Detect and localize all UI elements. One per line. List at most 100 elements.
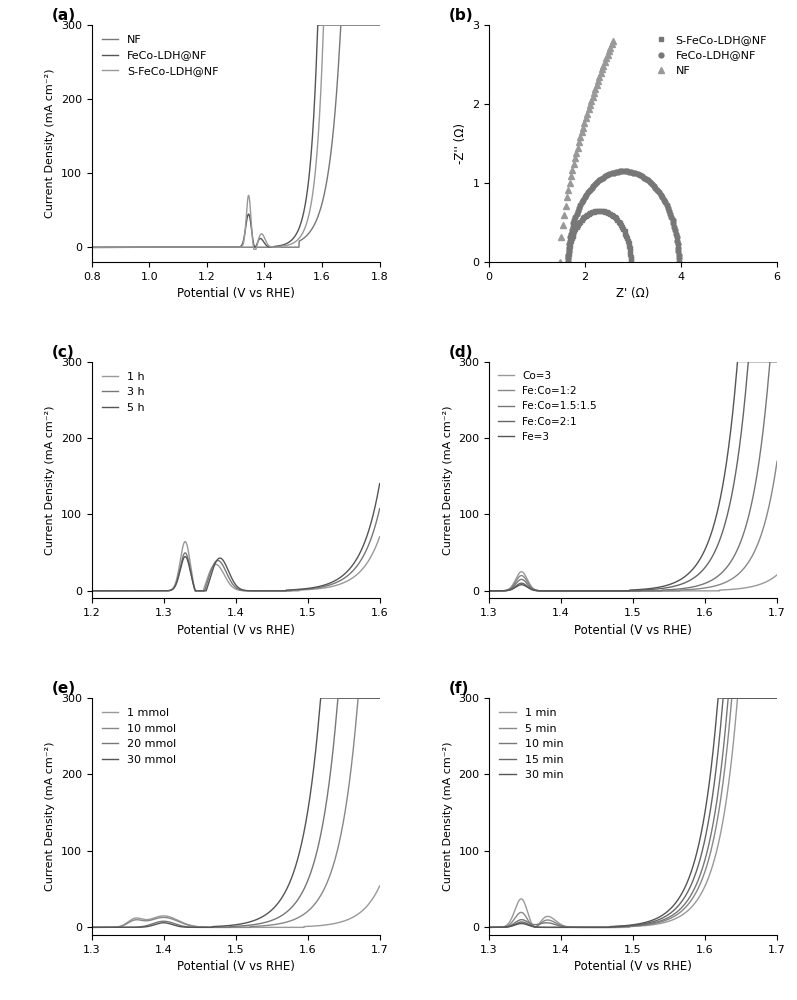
Fe:Co=2:1: [767, 356, 776, 368]
15 min: [772, 692, 782, 704]
20 mmol: [333, 692, 343, 704]
15 min: [736, 692, 745, 704]
10 min: [534, 918, 544, 930]
Fe=3: [595, 585, 604, 597]
10 mmol: [369, 692, 379, 704]
1 min: [736, 692, 745, 704]
FeCo-LDH@NF: [674, 256, 684, 268]
10 min: [772, 692, 782, 704]
Fe:Co=1.5:1.5: [736, 536, 745, 548]
Text: (f): (f): [449, 681, 469, 696]
S-FeCo-LDH@NF: [575, 216, 585, 228]
10 mmol: [375, 692, 384, 704]
NF: [592, 79, 602, 91]
10 min: [607, 921, 617, 933]
FeCo-LDH@NF: [650, 182, 660, 194]
X-axis label: Potential (V vs RHE): Potential (V vs RHE): [574, 960, 692, 973]
1 mmol: [375, 880, 384, 892]
10 mmol: [120, 919, 129, 931]
Fe:Co=1.5:1.5: [767, 356, 776, 368]
NF: [561, 200, 571, 212]
1 min: [767, 692, 776, 704]
Y-axis label: Current Density (mA cm⁻²): Current Density (mA cm⁻²): [45, 742, 55, 891]
30 mmol: [369, 692, 379, 704]
30 mmol: [316, 692, 325, 704]
Line: Fe:Co=2:1: Fe:Co=2:1: [489, 362, 777, 591]
1 mmol: [210, 921, 219, 933]
Y-axis label: -Z'' (Ω): -Z'' (Ω): [453, 123, 467, 164]
NF: [575, 131, 585, 143]
15 min: [718, 692, 728, 704]
Y-axis label: Current Density (mA cm⁻²): Current Density (mA cm⁻²): [45, 69, 55, 218]
30 min: [595, 921, 604, 933]
NF: [589, 87, 599, 99]
10 mmol: [338, 817, 347, 829]
NF: [600, 56, 610, 68]
20 mmol: [375, 692, 384, 704]
1 min: [732, 692, 742, 704]
Fe:Co=2:1: [485, 585, 494, 597]
1 h: [190, 585, 200, 597]
Legend: S-FeCo-LDH@NF, FeCo-LDH@NF, NF: S-FeCo-LDH@NF, FeCo-LDH@NF, NF: [651, 31, 771, 81]
Fe:Co=1:2: [675, 585, 685, 597]
NF: [565, 177, 575, 189]
S-FeCo-LDH@NF: [120, 241, 129, 253]
10 min: [595, 921, 604, 933]
20 mmol: [210, 921, 219, 933]
15 min: [595, 921, 604, 933]
S-FeCo-LDH@NF: [319, 19, 328, 31]
Fe:Co=1.5:1.5: [485, 585, 494, 597]
Line: 5 min: 5 min: [489, 698, 777, 927]
30 min: [772, 692, 782, 704]
FeCo-LDH@NF: [637, 170, 646, 182]
Co=3: [607, 585, 617, 597]
10 mmol: [137, 914, 147, 926]
Legend: 1 h, 3 h, 5 h: 1 h, 3 h, 5 h: [97, 367, 149, 417]
15 min: [767, 692, 776, 704]
1 h: [338, 577, 347, 589]
NF: [602, 52, 611, 64]
Fe:Co=1:2: [595, 585, 604, 597]
FeCo-LDH@NF: [313, 19, 323, 31]
Line: 1 mmol: 1 mmol: [92, 886, 379, 927]
5 h: [338, 569, 347, 581]
Fe:Co=1.5:1.5: [534, 585, 544, 597]
Line: S-FeCo-LDH@NF: S-FeCo-LDH@NF: [92, 25, 379, 249]
FeCo-LDH@NF: [671, 228, 681, 240]
30 min: [767, 692, 776, 704]
30 mmol: [210, 921, 219, 933]
NF: [573, 142, 583, 154]
Fe:Co=1:2: [772, 455, 782, 467]
1 h: [120, 585, 129, 597]
1 h: [375, 531, 384, 543]
Text: (b): (b): [449, 8, 473, 23]
Line: 30 min: 30 min: [489, 698, 777, 927]
1 mmol: [299, 921, 308, 933]
S-FeCo-LDH@NF: [137, 241, 147, 253]
S-FeCo-LDH@NF: [578, 212, 587, 224]
5 min: [607, 921, 617, 933]
Legend: 1 min, 5 min, 10 min, 15 min, 30 min: 1 min, 5 min, 10 min, 15 min, 30 min: [495, 704, 567, 785]
1 mmol: [120, 918, 129, 930]
NF: [336, 19, 346, 31]
Fe:Co=2:1: [534, 585, 544, 597]
3 h: [137, 585, 147, 597]
NF: [585, 99, 595, 111]
Line: 20 mmol: 20 mmol: [92, 698, 379, 927]
NF: [87, 242, 96, 254]
Line: 3 h: 3 h: [92, 509, 379, 591]
Fe:Co=1:2: [607, 585, 617, 597]
S-FeCo-LDH@NF: [626, 256, 635, 268]
Fe=3: [767, 356, 776, 368]
Line: 10 mmol: 10 mmol: [92, 698, 379, 927]
Fe=3: [607, 585, 617, 597]
1 mmol: [198, 921, 207, 933]
NF: [583, 108, 592, 120]
3 h: [369, 524, 379, 536]
Line: 1 h: 1 h: [92, 537, 379, 591]
Fe=3: [732, 356, 742, 368]
10 min: [724, 692, 733, 704]
NF: [587, 95, 596, 107]
Line: Fe:Co=1:2: Fe:Co=1:2: [489, 461, 777, 591]
20 mmol: [198, 921, 207, 933]
